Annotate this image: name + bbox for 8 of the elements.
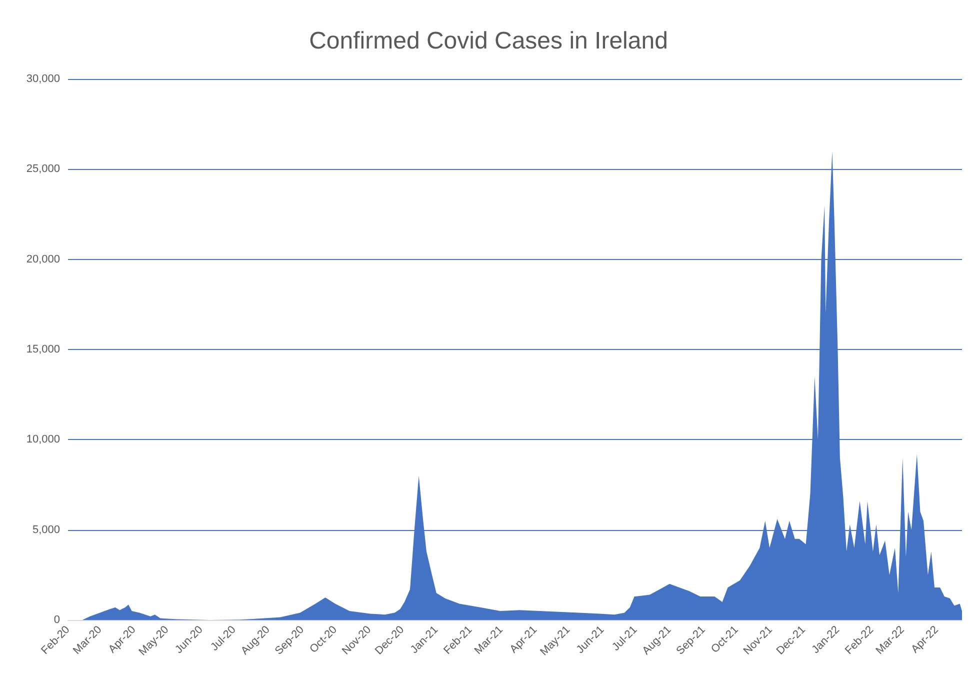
y-tick-label: 0 [54, 614, 60, 626]
y-tick-label: 10,000 [26, 434, 60, 446]
y-tick-label: 20,000 [26, 253, 60, 266]
chart-title: Confirmed Covid Cases in Ireland [309, 28, 668, 54]
y-tick-label: 5,000 [32, 524, 60, 536]
y-tick-label: 15,000 [26, 344, 60, 356]
y-tick-label: 25,000 [26, 163, 60, 176]
y-tick-label: 30,000 [26, 73, 60, 85]
